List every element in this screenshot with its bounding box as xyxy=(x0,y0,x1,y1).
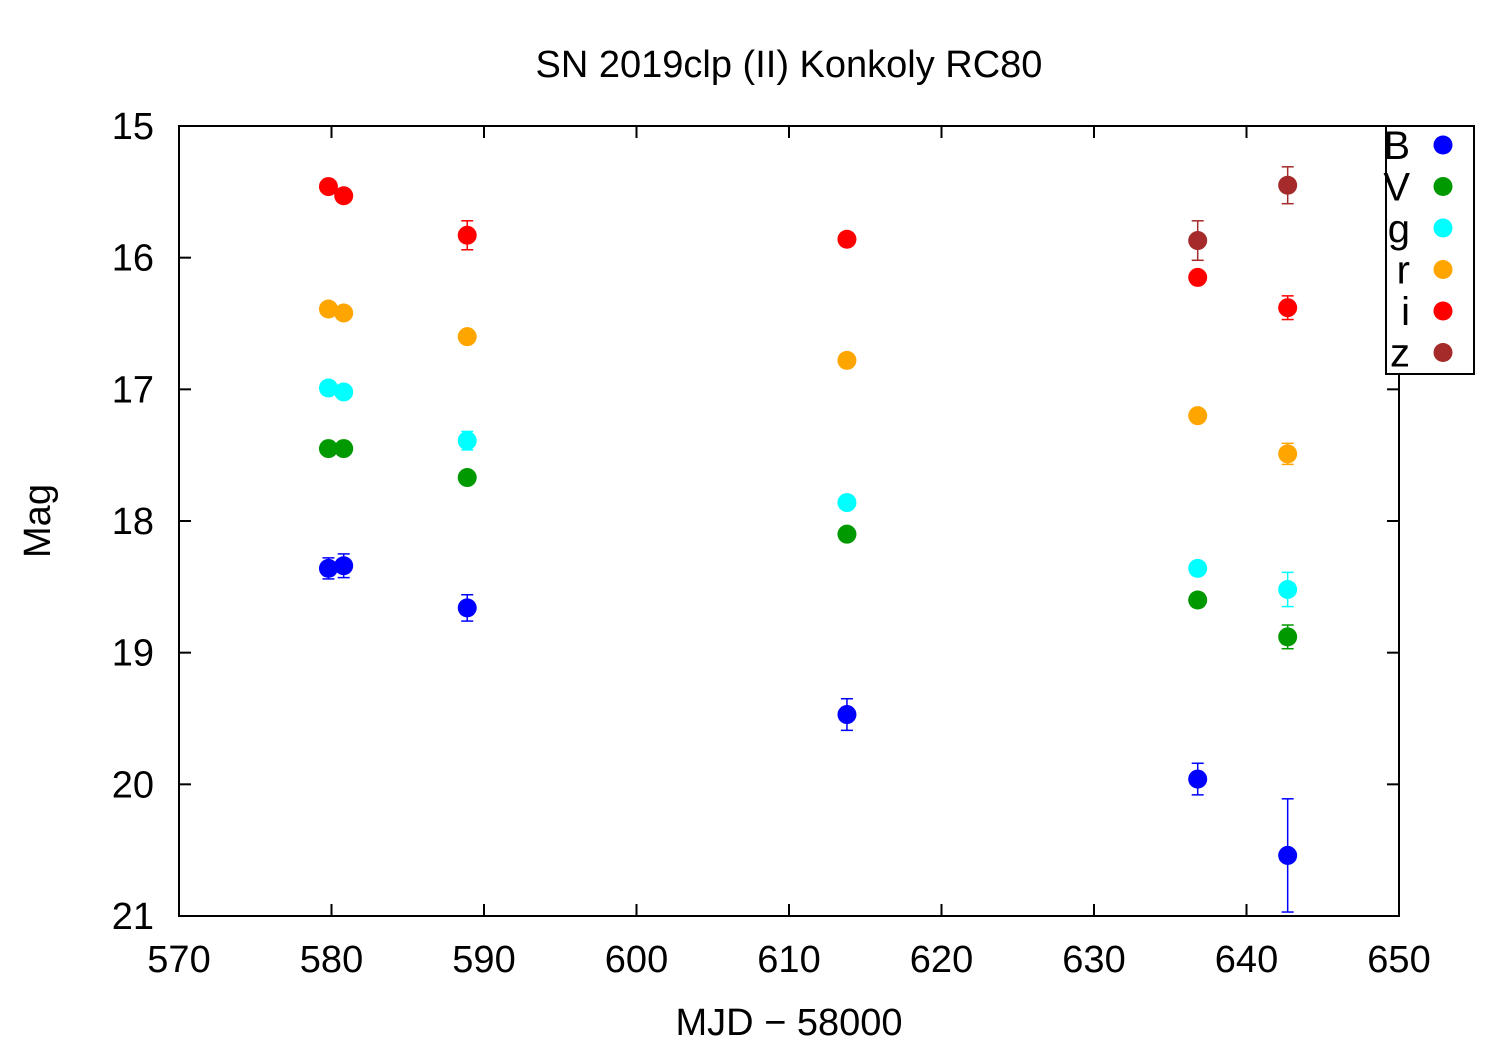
data-point-g xyxy=(1278,579,1298,599)
data-point-V xyxy=(1188,590,1208,610)
legend-label-z: z xyxy=(1390,332,1410,376)
y-axis-label: Mag xyxy=(17,484,59,558)
data-point-g xyxy=(318,378,338,398)
x-axis-label: MJD − 58000 xyxy=(675,1002,902,1044)
x-tick-label: 590 xyxy=(452,939,515,981)
data-point-z xyxy=(1188,231,1208,251)
x-tick-label: 610 xyxy=(757,939,820,981)
data-point-z xyxy=(1278,175,1298,195)
x-tick-label: 620 xyxy=(910,939,973,981)
data-point-i xyxy=(334,186,354,206)
data-point-B xyxy=(334,556,354,576)
data-point-g xyxy=(837,493,857,513)
x-tick-label: 640 xyxy=(1215,939,1278,981)
x-tick-label: 630 xyxy=(1062,939,1125,981)
data-point-i xyxy=(457,225,477,245)
legend-marker-r xyxy=(1433,260,1453,279)
data-point-B xyxy=(1278,845,1298,865)
data-point-i xyxy=(1188,267,1208,287)
data-point-B xyxy=(837,705,857,725)
data-point-i xyxy=(318,177,338,197)
axis-ticks: 570 580 590 600 610 620 630 640 650 15 16 17 18 19 20 2… xyxy=(112,106,1431,981)
legend-label-B: B xyxy=(1383,124,1410,168)
legend-marker-g xyxy=(1433,218,1453,238)
data-point-r xyxy=(1278,444,1298,464)
data-point-B xyxy=(1188,769,1208,789)
y-tick-label: 17 xyxy=(112,369,154,411)
data-point-g xyxy=(457,431,477,451)
data-point-r xyxy=(457,327,477,347)
y-tick-label: 15 xyxy=(112,106,154,148)
legend-marker-B xyxy=(1433,135,1453,155)
data-point-g xyxy=(1188,558,1208,578)
data-point-i xyxy=(1278,298,1298,318)
data-point-r xyxy=(334,303,354,323)
y-tick-label: 20 xyxy=(112,764,154,806)
data-point-B xyxy=(457,598,477,618)
data-point-V xyxy=(334,439,354,459)
legend-marker-V xyxy=(1433,177,1453,196)
data-point-V xyxy=(318,439,338,459)
x-tick-label: 570 xyxy=(147,939,210,981)
y-tick-label: 16 xyxy=(112,238,154,280)
data-point-i xyxy=(837,229,857,249)
x-tick-label: 650 xyxy=(1367,939,1430,981)
data-points xyxy=(318,166,1298,913)
data-point-B xyxy=(318,558,338,578)
legend-box xyxy=(1385,125,1475,375)
plot-frame xyxy=(178,125,1400,917)
legend-marker-z xyxy=(1433,343,1453,362)
data-point-g xyxy=(334,382,354,402)
legend-label-V: V xyxy=(1383,166,1410,210)
legend-marker-i xyxy=(1433,301,1453,321)
legend-label-g: g xyxy=(1388,207,1410,251)
chart-title: SN 2019clp (II) Konkoly RC80 xyxy=(536,44,1043,86)
y-tick-label: 19 xyxy=(112,633,154,675)
legend-label-r: r xyxy=(1397,249,1410,293)
legend-label-i: i xyxy=(1401,290,1410,334)
data-point-r xyxy=(1188,406,1208,426)
y-tick-label: 21 xyxy=(112,896,154,938)
data-point-V xyxy=(837,524,857,544)
data-point-V xyxy=(1278,627,1298,647)
data-point-V xyxy=(457,468,477,488)
y-tick-label: 18 xyxy=(112,501,154,543)
data-point-r xyxy=(837,350,857,370)
data-point-r xyxy=(318,299,338,319)
x-tick-label: 580 xyxy=(300,939,363,981)
x-tick-label: 600 xyxy=(605,939,668,981)
